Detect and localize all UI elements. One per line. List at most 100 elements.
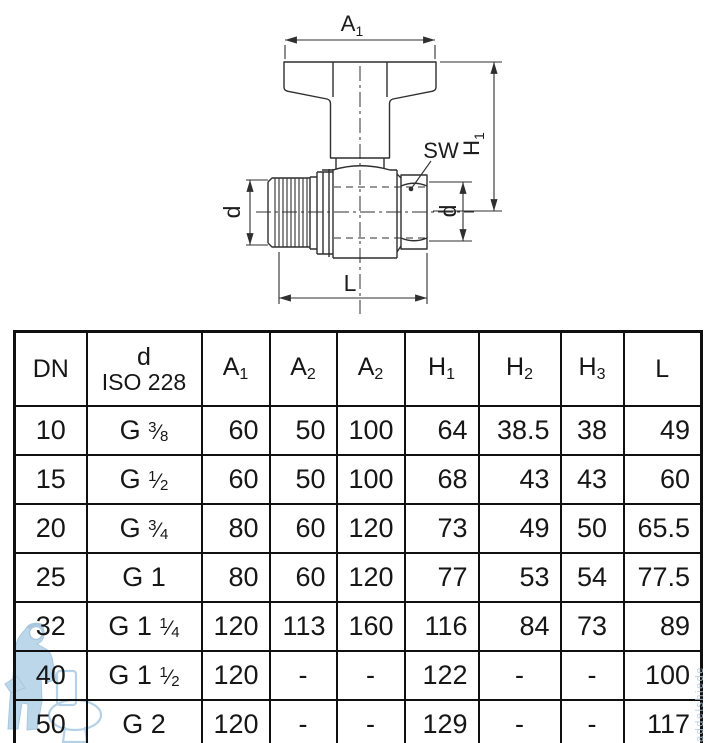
column-header-h2: H2 xyxy=(477,330,562,407)
dimension-lines xyxy=(246,36,502,304)
hex-nut xyxy=(400,174,428,250)
table-cell: - xyxy=(559,699,625,743)
table-cell: 120 xyxy=(200,650,271,701)
table-cell: 80 xyxy=(200,552,271,603)
table-cell: 60 xyxy=(268,503,338,554)
table-cell: 15 xyxy=(13,454,88,505)
column-header-a1: A1 xyxy=(200,330,271,407)
table-cell: 60 xyxy=(200,454,271,505)
table-cell: 122 xyxy=(403,650,480,701)
h1-extension-lines xyxy=(433,61,502,212)
table-row: 32 G 1 1⁄4 120 113 160 116 84 73 89 xyxy=(13,601,703,652)
table-cell: 40 xyxy=(13,650,88,701)
a1-label: A1 xyxy=(341,11,364,39)
table-cell: 113 xyxy=(268,601,338,652)
sw-leader-dot xyxy=(408,186,414,192)
valve-technical-drawing: A1 H1 SW d d L xyxy=(0,0,712,322)
column-header-dn: DN xyxy=(13,330,88,407)
table-cell: G 1 1⁄2 xyxy=(85,650,203,701)
table-cell: 84 xyxy=(477,601,562,652)
spec-table-head-row: DN d ISO 228 A1 A2 A2 H1 H2 H3 L xyxy=(13,330,703,407)
column-header-a2: A2 xyxy=(268,330,338,407)
bore-hidden-lines xyxy=(334,186,425,239)
table-cell: 32 xyxy=(13,601,88,652)
column-header-a2: A2 xyxy=(335,330,406,407)
table-cell: G 1 1⁄4 xyxy=(85,601,203,652)
union-rings xyxy=(309,169,330,257)
table-row: 15 G 1⁄2 60 50 100 68 43 43 60 xyxy=(13,454,703,505)
table-cell: 49 xyxy=(477,503,562,554)
a1-extension-lines xyxy=(284,45,436,59)
d-left-label: d xyxy=(219,206,245,219)
hex-nut-facets xyxy=(400,182,428,242)
table-cell: 100 xyxy=(622,650,703,701)
table-row: 40 G 1 1⁄2 120- -122- -100 xyxy=(13,650,703,701)
column-header-h3: H3 xyxy=(559,330,625,407)
table-cell: 160 xyxy=(335,601,406,652)
table-cell: 60 xyxy=(622,454,703,505)
union-ring-caps xyxy=(310,171,333,255)
table-row: 25 G 1 80 60 120 77 53 54 77.5 xyxy=(13,552,703,603)
centerlines xyxy=(256,66,474,314)
table-cell: G 3⁄8 xyxy=(85,405,203,456)
valve-body-outline xyxy=(267,61,437,259)
table-cell: G 1⁄2 xyxy=(85,454,203,505)
table-cell: 60 xyxy=(200,405,271,456)
table-cell: 89 xyxy=(622,601,703,652)
dimension-table: DN d ISO 228 A1 A2 A2 H1 H2 H3 L 10 G 3⁄8 60 50 100 64… xyxy=(13,330,703,743)
sw-label: SW xyxy=(423,138,459,163)
table-row: 10 G 3⁄8 60 50 100 64 38.5 38 49 xyxy=(13,405,703,456)
column-header-d: d ISO 228 xyxy=(85,330,203,407)
watermark-text: addelshiede xyxy=(694,666,706,742)
h1-label: H1 xyxy=(459,132,487,156)
table-cell: 50 xyxy=(559,503,625,554)
sw-leader-line xyxy=(410,160,432,190)
stem-gland xyxy=(335,158,385,169)
table-cell: 73 xyxy=(403,503,480,554)
dimension-table-wrap: DN d ISO 228 A1 A2 A2 H1 H2 H3 L 10 G 3⁄8 60 50 100 64… xyxy=(13,330,703,743)
table-cell: 10 xyxy=(13,405,88,456)
table-cell: 43 xyxy=(477,454,562,505)
table-cell: 43 xyxy=(559,454,625,505)
table-cell: - xyxy=(268,699,338,743)
table-cell: - xyxy=(559,650,625,701)
table-cell: 77 xyxy=(403,552,480,603)
table-cell: 100 xyxy=(335,454,406,505)
table-row: 50 G 2 120- -129- -117 xyxy=(13,699,703,743)
table-cell: 77.5 xyxy=(622,552,703,603)
table-cell: - xyxy=(477,699,562,743)
table-cell: - xyxy=(268,650,338,701)
table-cell: G 3⁄4 xyxy=(85,503,203,554)
table-cell: 129 xyxy=(403,699,480,743)
table-cell: 120 xyxy=(335,552,406,603)
table-cell: 53 xyxy=(477,552,562,603)
table-cell: 73 xyxy=(559,601,625,652)
table-cell: - xyxy=(335,650,406,701)
table-cell: 50 xyxy=(268,454,338,505)
table-cell: 116 xyxy=(403,601,480,652)
table-cell: 50 xyxy=(268,405,338,456)
handle-outline xyxy=(283,61,437,159)
d-right-label: d xyxy=(435,205,461,218)
table-cell: 80 xyxy=(200,503,271,554)
table-row: 20 G 3⁄4 80 60 120 73 49 50 65.5 xyxy=(13,503,703,554)
table-cell: 120 xyxy=(200,699,271,743)
l-label: L xyxy=(344,270,357,296)
table-cell: 54 xyxy=(559,552,625,603)
column-header-l: L xyxy=(622,330,703,407)
table-cell: 120 xyxy=(335,503,406,554)
table-cell: G 1 xyxy=(85,552,203,603)
table-cell: 120 xyxy=(200,601,271,652)
table-cell: 25 xyxy=(13,552,88,603)
table-cell: 20 xyxy=(13,503,88,554)
table-cell: 60 xyxy=(268,552,338,603)
table-cell: - xyxy=(335,699,406,743)
table-cell: 100 xyxy=(335,405,406,456)
hidden-lines xyxy=(334,186,425,239)
table-cell: 68 xyxy=(403,454,480,505)
valve-drawing-svg: A1 H1 SW d d L xyxy=(219,11,502,314)
central-body xyxy=(332,169,398,259)
table-cell: 38.5 xyxy=(477,405,562,456)
table-cell: 64 xyxy=(403,405,480,456)
